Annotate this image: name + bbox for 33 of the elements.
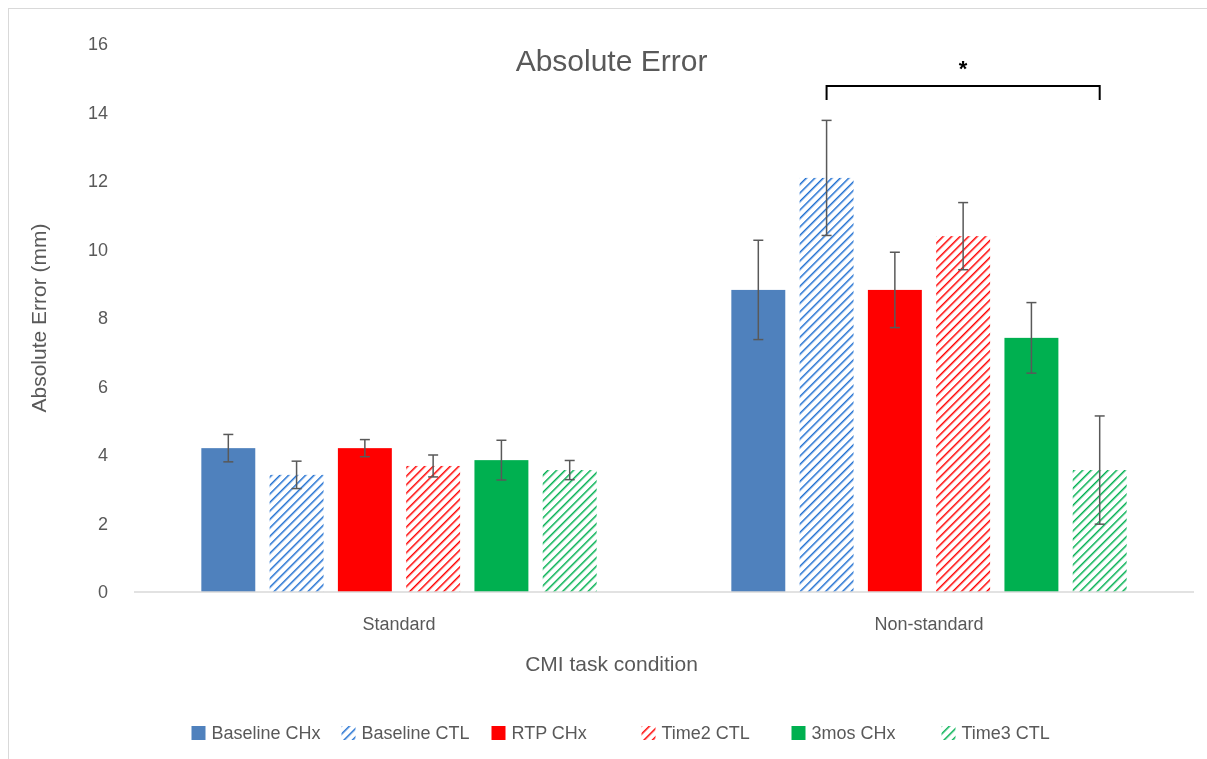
legend-label: Baseline CTL bbox=[361, 723, 470, 744]
legend-label: RTP CHx bbox=[511, 723, 587, 744]
legend-label: Time3 CTL bbox=[961, 723, 1050, 744]
y-tick-label: 8 bbox=[97, 308, 108, 329]
bar bbox=[337, 448, 392, 592]
y-tick-label: 4 bbox=[97, 445, 108, 466]
bar bbox=[474, 460, 529, 592]
x-tick-label: Non-standard bbox=[874, 614, 984, 634]
bar bbox=[867, 289, 922, 592]
y-tick-label: 16 bbox=[87, 34, 108, 55]
bar bbox=[201, 448, 256, 592]
x-axis-title: CMI task condition bbox=[525, 652, 698, 675]
bar bbox=[799, 177, 854, 592]
y-tick-label: 12 bbox=[87, 171, 108, 192]
bar bbox=[936, 236, 991, 592]
y-tick-label: 0 bbox=[97, 582, 108, 603]
y-tick-label: 14 bbox=[87, 102, 108, 123]
y-tick-label: 6 bbox=[97, 376, 108, 397]
annotation: * bbox=[958, 56, 968, 81]
bar bbox=[731, 289, 786, 592]
y-tick-label: 2 bbox=[97, 513, 108, 534]
legend-label: Time2 CTL bbox=[661, 723, 750, 744]
bar bbox=[406, 465, 461, 592]
legend-label: 3mos CHx bbox=[811, 723, 896, 744]
y-tick-label: 10 bbox=[87, 239, 108, 260]
legend-label: Baseline CHx bbox=[211, 723, 321, 744]
bar bbox=[1004, 337, 1059, 592]
x-tick-label: Standard bbox=[362, 614, 436, 634]
chart-title: Absolute Error bbox=[515, 44, 708, 77]
bar bbox=[269, 474, 324, 592]
bar bbox=[542, 470, 597, 592]
bar bbox=[1072, 470, 1127, 592]
y-axis-title: Absolute Error (mm) bbox=[27, 223, 50, 413]
